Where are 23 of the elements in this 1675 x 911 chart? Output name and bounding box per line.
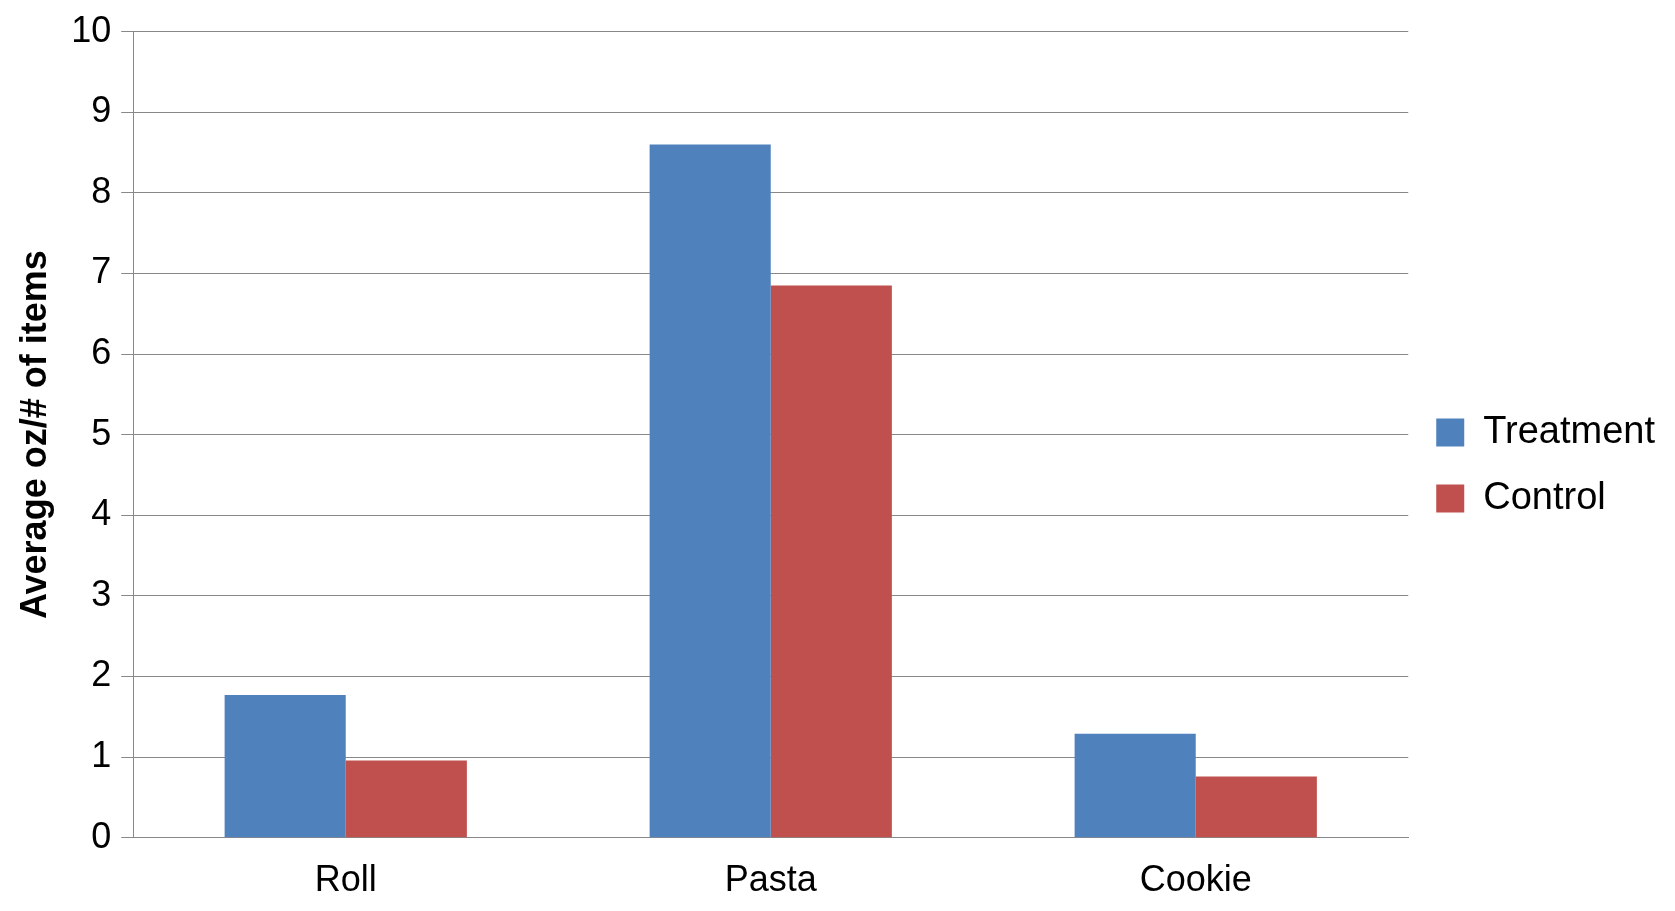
y-tick-label: 10 [71, 8, 112, 50]
y-tick-label: 4 [91, 492, 112, 534]
bar [1195, 776, 1317, 838]
legend-label: Control [1483, 474, 1606, 517]
bar [1074, 733, 1196, 838]
x-tick-label: Pasta [724, 858, 818, 900]
y-tick-label: 7 [91, 250, 112, 292]
y-axis-title: Average oz/# of items [12, 250, 54, 620]
y-tick-label: 5 [91, 411, 112, 453]
y-tick-label: 6 [91, 331, 112, 372]
x-tick-label: Cookie [1139, 858, 1252, 900]
bar [345, 760, 467, 838]
y-tick-label: 2 [91, 653, 112, 695]
bar [649, 144, 771, 838]
legend-label: Treatment [1483, 408, 1656, 451]
y-tick-label: 9 [91, 89, 112, 131]
y-tick-label: 8 [91, 169, 112, 211]
y-tick-label: 0 [91, 814, 112, 856]
bar [770, 285, 892, 838]
x-tick-label: Roll [314, 858, 377, 900]
y-tick-label: 1 [91, 734, 112, 776]
bar [224, 695, 346, 838]
y-tick-label: 3 [91, 572, 112, 614]
